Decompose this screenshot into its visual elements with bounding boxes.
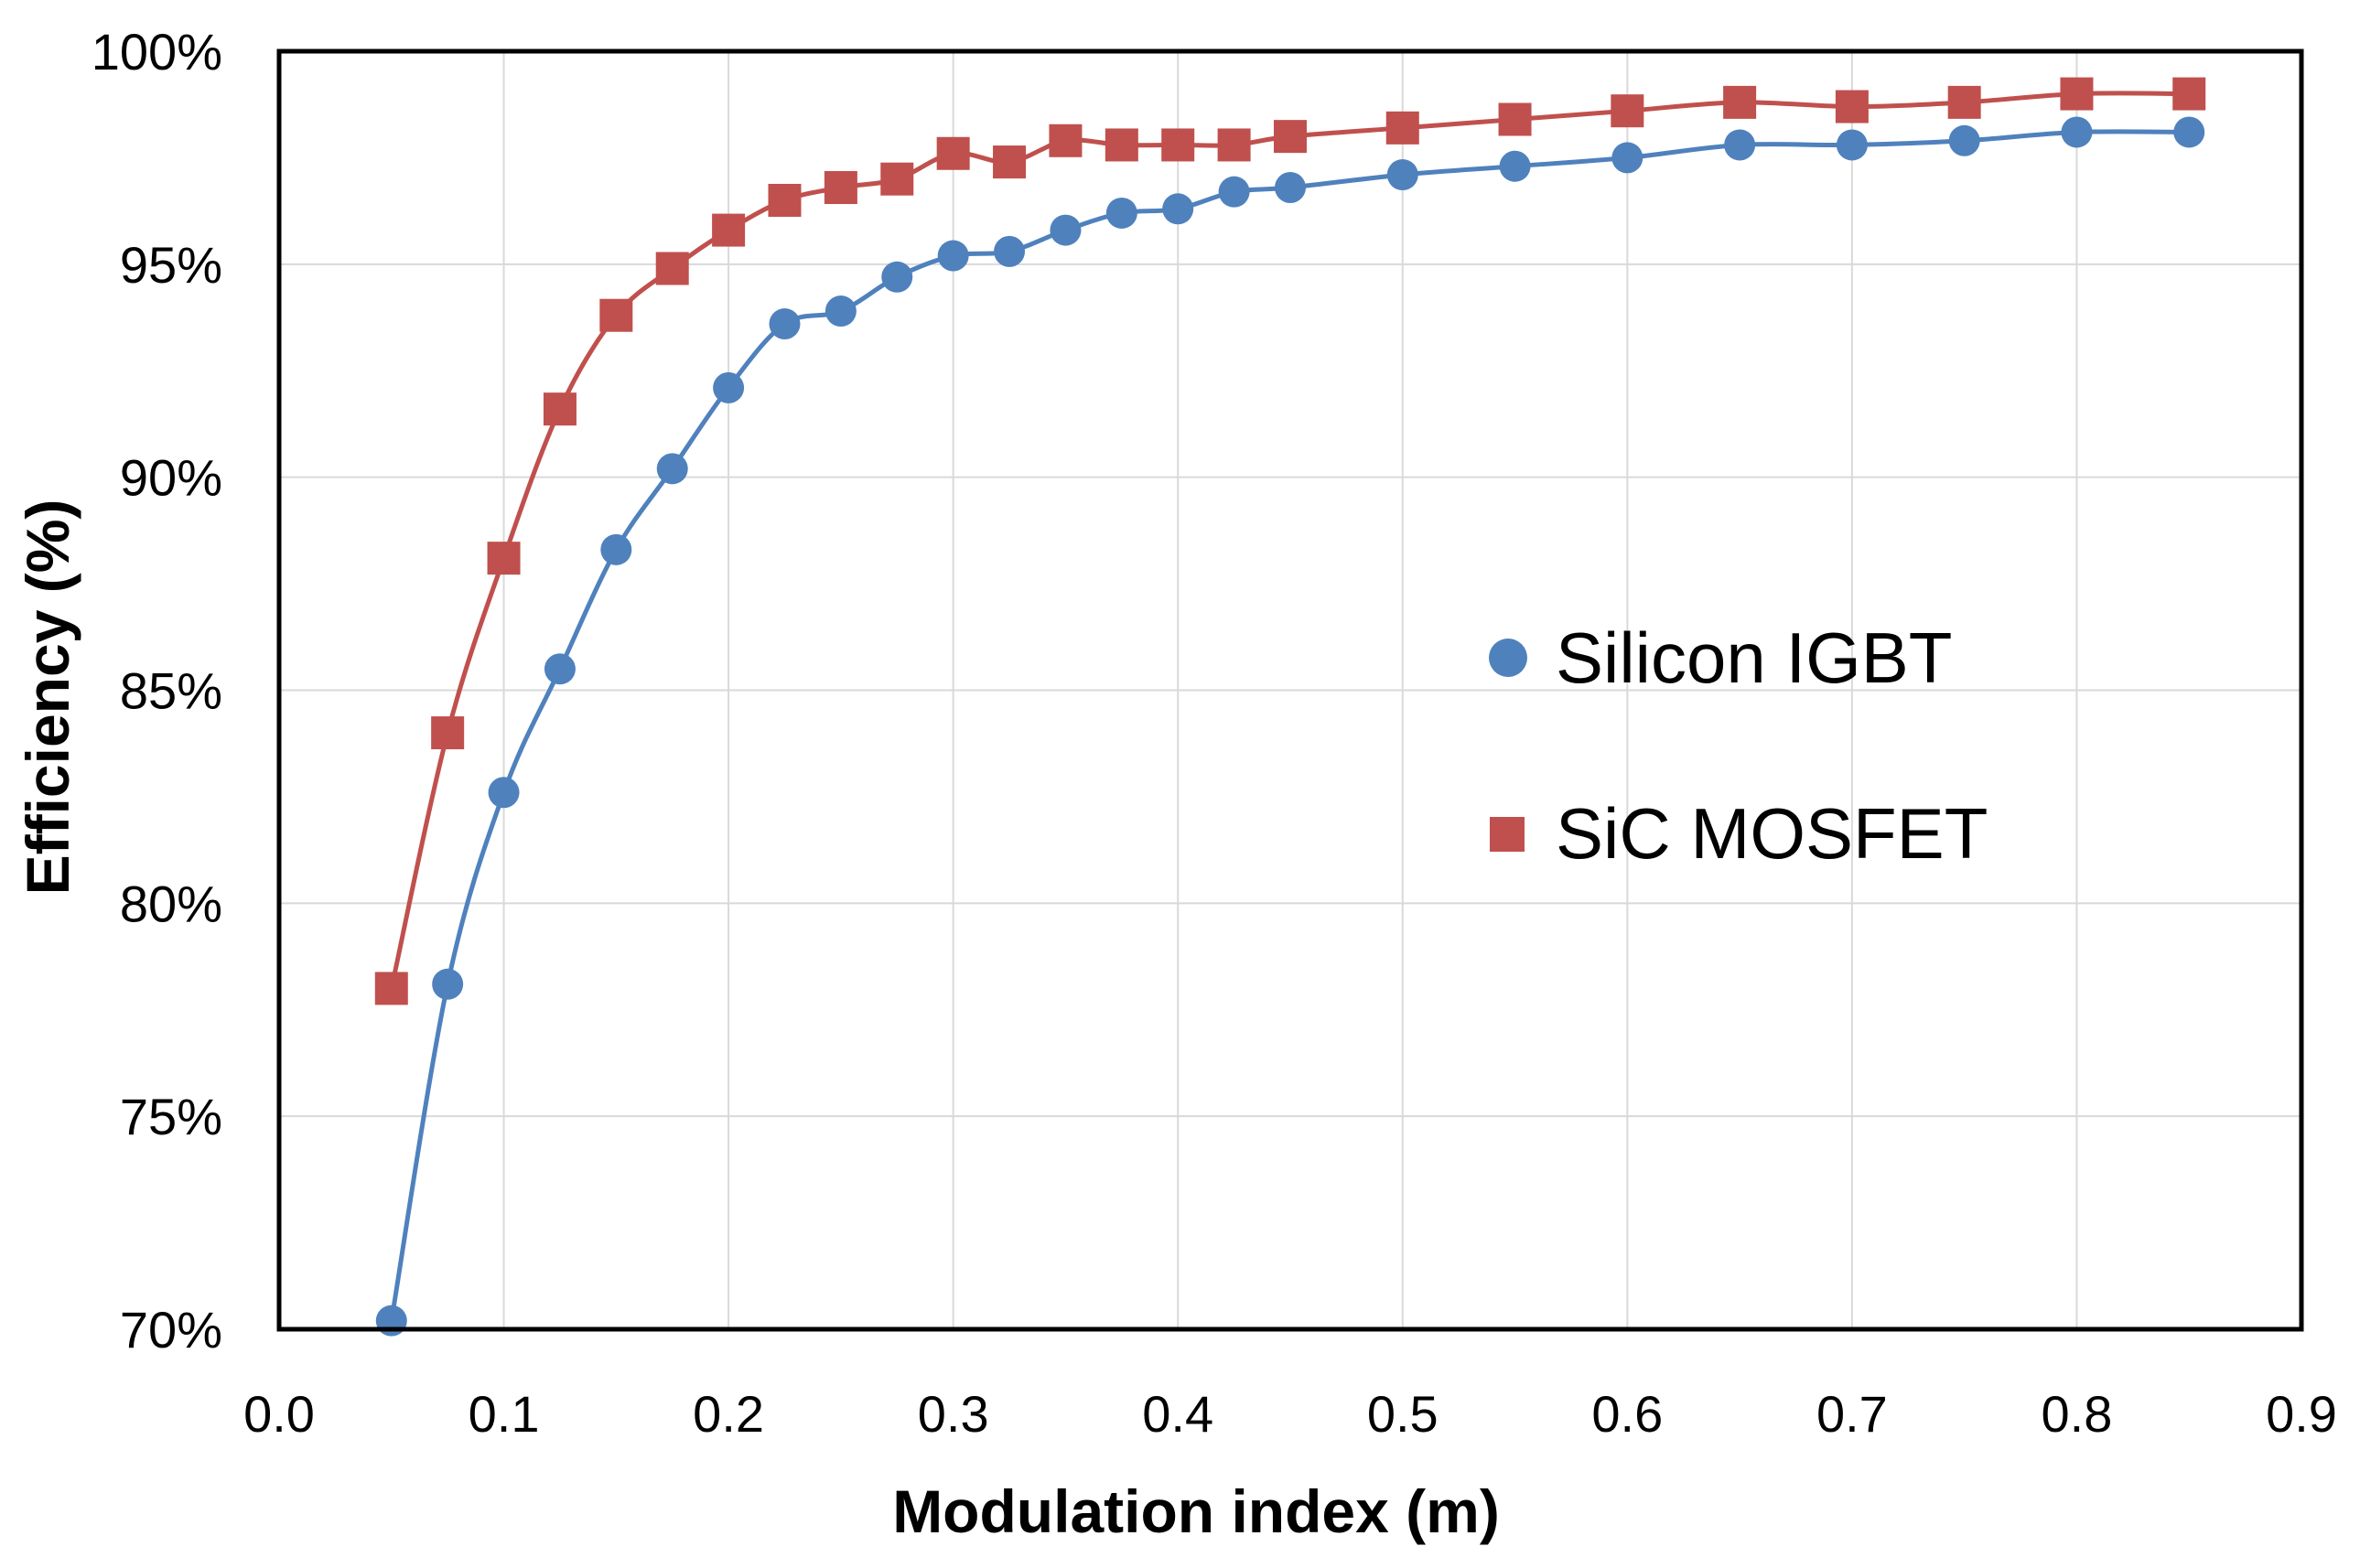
data-point-sic-mosfet (1049, 124, 1083, 157)
data-point-sic-mosfet (431, 716, 465, 750)
data-point-sic-mosfet (655, 252, 689, 285)
data-point-silicon-igbt (656, 453, 688, 485)
data-point-sic-mosfet (374, 972, 408, 1005)
data-point-silicon-igbt (937, 240, 969, 272)
y-tick-label: 90% (120, 449, 222, 507)
data-point-sic-mosfet (487, 542, 521, 575)
data-point-sic-mosfet (936, 136, 970, 170)
data-point-silicon-igbt (1499, 150, 1531, 182)
data-point-sic-mosfet (1105, 128, 1138, 162)
data-point-sic-mosfet (768, 183, 802, 217)
data-point-silicon-igbt (1050, 214, 1082, 246)
y-axis-title: Efficiency (%) (14, 499, 81, 896)
data-point-silicon-igbt (2061, 116, 2093, 148)
data-point-silicon-igbt (432, 968, 464, 1000)
legend: Silicon IGBT SiC MOSFET (1489, 618, 1988, 874)
series-layer (374, 77, 2206, 1337)
x-tick-label: 0.5 (1367, 1385, 1439, 1443)
data-point-silicon-igbt (1218, 176, 1250, 208)
data-point-silicon-igbt (544, 653, 576, 685)
grid-layer (279, 51, 2301, 1329)
data-point-sic-mosfet (1611, 94, 1644, 128)
data-point-silicon-igbt (488, 777, 520, 809)
x-tick-label: 0.9 (2266, 1385, 2337, 1443)
data-point-silicon-igbt (1611, 142, 1643, 174)
data-point-silicon-igbt (1105, 197, 1137, 229)
data-point-sic-mosfet (824, 171, 857, 205)
x-tick-label: 0.4 (1142, 1385, 1213, 1443)
series-silicon-igbt (375, 116, 2205, 1337)
y-tick-label: 70% (120, 1301, 222, 1359)
data-point-sic-mosfet (543, 392, 577, 426)
legend-marker-silicon-igbt (1489, 639, 1527, 677)
y-tick-label: 95% (120, 236, 222, 294)
y-axis-tick-labels: 70% 75% 80% 85% 90% 95% 100% (92, 23, 222, 1359)
data-point-sic-mosfet (1498, 102, 1532, 136)
legend-label-sic-mosfet: SiC MOSFET (1556, 793, 1988, 874)
y-tick-label: 80% (120, 875, 222, 932)
data-point-sic-mosfet (1835, 90, 1869, 124)
legend-marker-sic-mosfet (1490, 817, 1525, 852)
data-point-silicon-igbt (1948, 124, 1980, 156)
data-point-sic-mosfet (1217, 128, 1251, 162)
data-point-sic-mosfet (1274, 120, 1307, 154)
data-point-silicon-igbt (1162, 193, 1194, 225)
data-point-silicon-igbt (375, 1305, 407, 1337)
x-tick-label: 0.6 (1591, 1385, 1663, 1443)
data-point-sic-mosfet (1723, 85, 1757, 119)
x-tick-label: 0.0 (243, 1385, 315, 1443)
data-point-silicon-igbt (994, 235, 1026, 267)
x-axis-tick-labels: 0.0 0.1 0.2 0.3 0.4 0.5 0.6 0.7 0.8 0.9 (243, 1385, 2337, 1443)
x-tick-label: 0.3 (918, 1385, 989, 1443)
data-point-sic-mosfet (1161, 128, 1195, 162)
y-tick-label: 75% (120, 1088, 222, 1145)
data-point-silicon-igbt (1386, 159, 1418, 191)
x-tick-label: 0.2 (693, 1385, 764, 1443)
data-point-sic-mosfet (1947, 85, 1981, 119)
data-point-sic-mosfet (993, 145, 1027, 179)
data-point-sic-mosfet (1385, 111, 1419, 145)
data-point-silicon-igbt (881, 261, 913, 293)
series-sic-mosfet (374, 77, 2206, 1005)
data-point-silicon-igbt (824, 295, 857, 328)
x-axis-title: Modulation index (m) (892, 1477, 1500, 1545)
data-point-silicon-igbt (1836, 129, 1868, 161)
y-tick-label: 85% (120, 662, 222, 720)
plot-area-frame (276, 48, 2304, 1332)
data-point-sic-mosfet (880, 162, 914, 196)
x-tick-label: 0.8 (2042, 1385, 2113, 1443)
y-tick-label: 100% (92, 23, 222, 81)
data-point-silicon-igbt (1275, 172, 1306, 204)
legend-label-silicon-igbt: Silicon IGBT (1556, 618, 1952, 698)
data-point-silicon-igbt (600, 533, 632, 565)
data-point-silicon-igbt (713, 371, 745, 403)
data-point-sic-mosfet (2172, 77, 2206, 111)
data-point-sic-mosfet (599, 298, 633, 332)
data-point-sic-mosfet (712, 213, 746, 247)
data-point-silicon-igbt (1724, 129, 1756, 161)
data-point-silicon-igbt (2173, 116, 2205, 148)
data-point-silicon-igbt (769, 308, 801, 340)
x-tick-label: 0.7 (1816, 1385, 1888, 1443)
x-tick-label: 0.1 (469, 1385, 540, 1443)
data-point-sic-mosfet (2060, 77, 2094, 111)
